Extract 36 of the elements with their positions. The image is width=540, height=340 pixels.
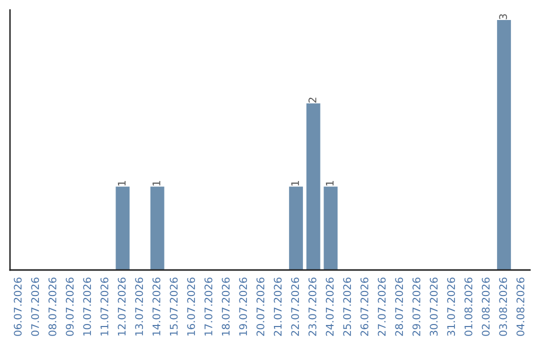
x-tick-label: 16.07.2026 bbox=[187, 278, 196, 336]
x-tick-label: 10.07.2026 bbox=[83, 278, 92, 336]
x-tick-label: 07.07.2026 bbox=[31, 278, 40, 336]
x-tick-label: 20.07.2026 bbox=[256, 278, 264, 336]
x-tick-label: 14.07.2026 bbox=[152, 278, 160, 336]
x-tick-label: 19.07.2026 bbox=[239, 278, 248, 336]
x-tick-label: 02.08.2026 bbox=[482, 278, 490, 336]
x-tick-label: 22.07.2026 bbox=[291, 278, 300, 336]
x-tick-label: 08.07.2026 bbox=[48, 278, 56, 336]
x-tick-label: 27.07.2026 bbox=[378, 278, 386, 336]
x-tick-label: 24.07.2026 bbox=[326, 278, 334, 336]
x-tick-label: 18.07.2026 bbox=[222, 278, 230, 336]
x-tick-label: 11.07.2026 bbox=[100, 278, 108, 336]
x-tick-label: 26.07.2026 bbox=[360, 278, 368, 336]
x-tick-label: 06.07.2026 bbox=[14, 278, 22, 336]
x-tick-label: 29.07.2026 bbox=[412, 278, 420, 336]
x-tick-label: 03.08.2026 bbox=[499, 278, 508, 336]
x-tick-label: 04.08.2026 bbox=[516, 278, 524, 336]
data-label: 1 bbox=[152, 181, 160, 186]
x-tick-label: 31.07.2026 bbox=[447, 278, 456, 336]
x-tick-label: 23.07.2026 bbox=[308, 278, 316, 336]
x-tick-label: 17.07.2026 bbox=[204, 278, 212, 336]
data-label: 3 bbox=[499, 14, 508, 20]
x-tick-label: 09.07.2026 bbox=[66, 278, 74, 336]
data-label: 1 bbox=[118, 181, 126, 186]
x-tick-label: 15.07.2026 bbox=[170, 278, 178, 336]
x-tick-label: 28.07.2026 bbox=[395, 278, 404, 336]
x-tick-label: 21.07.2026 bbox=[274, 278, 282, 336]
x-tick-label: 25.07.2026 bbox=[343, 278, 352, 336]
x-tick-label: 13.07.2026 bbox=[135, 278, 144, 336]
x-tick-label: 01.08.2026 bbox=[464, 278, 472, 336]
data-label: 1 bbox=[326, 181, 334, 186]
x-tick-label: 30.07.2026 bbox=[430, 278, 438, 336]
data-label: 2 bbox=[308, 98, 316, 103]
data-label: 1 bbox=[291, 181, 299, 186]
x-tick-label: 12.07.2026 bbox=[118, 278, 126, 336]
